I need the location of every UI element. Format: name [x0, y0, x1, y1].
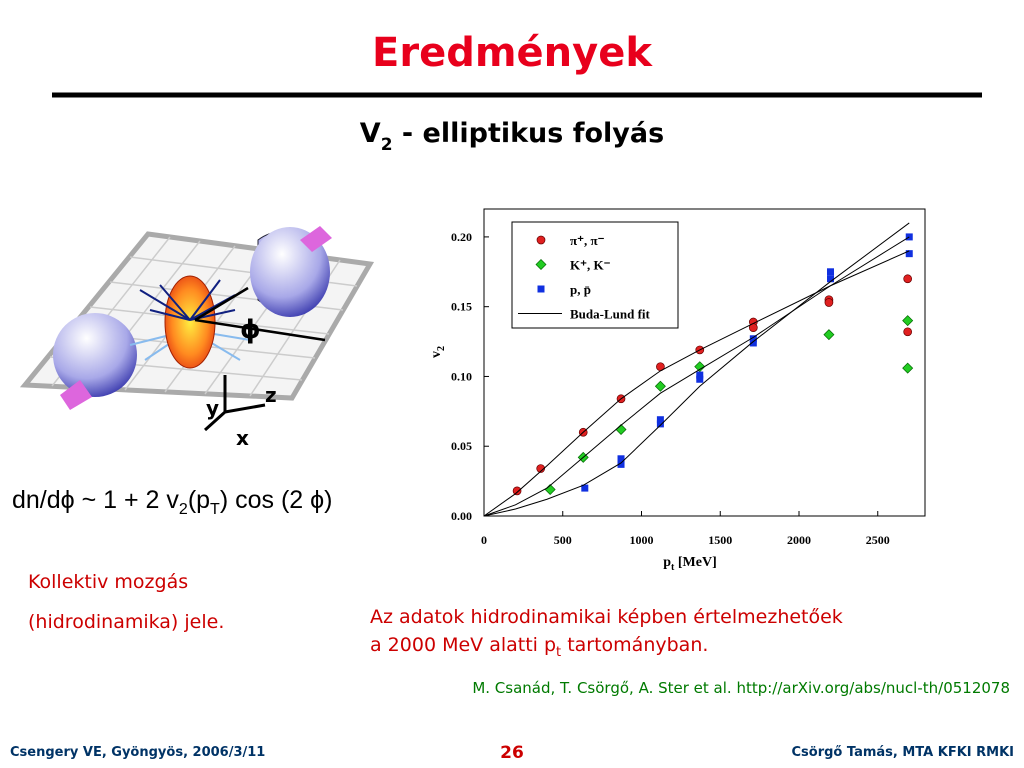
footer-right: Csörgő Tamás, MTA KFKI RMKI [792, 745, 1015, 760]
x-tick-label: 2500 [866, 533, 890, 547]
y-tick-label: 0.05 [451, 439, 472, 453]
right-note-sub: t [556, 645, 561, 660]
right-note: Az adatok hidrodinamikai képben értelmez… [370, 606, 843, 628]
x-tick-label: 1500 [708, 533, 732, 547]
marker [902, 315, 914, 327]
marker [902, 362, 914, 374]
axis-z: z [265, 383, 277, 407]
x-axis-label: pt [MeV] [663, 555, 717, 573]
page-number: 26 [500, 743, 524, 763]
footer-left: Csengery VE, Gyöngyös, 2006/3/11 [10, 745, 265, 760]
x-label-text: p [663, 555, 671, 570]
marker [903, 327, 913, 337]
formula-sub: T [210, 501, 220, 518]
phi-label: ϕ [240, 315, 261, 345]
chart: v2 pt [MeV] 0 500 1000 1500 2000 2500 0.00 0.05… [429, 208, 926, 573]
marker [827, 275, 834, 283]
left-note: (hidrodinamika) jele. [28, 611, 224, 633]
marker [749, 335, 757, 343]
legend-marker [535, 259, 547, 270]
marker [905, 250, 913, 258]
y-label-sub: 2 [436, 346, 447, 351]
x-label-sub: t [671, 562, 675, 573]
marker [536, 464, 546, 473]
right-note-text: tartományban. [561, 634, 708, 656]
marker [749, 339, 757, 347]
x-tick-label: 1000 [630, 533, 654, 547]
y-tick-label: 0.00 [451, 509, 472, 523]
marker [617, 455, 625, 463]
slide-title: Eredmények [372, 30, 653, 76]
subtitle-sub: 2 [381, 135, 393, 155]
marker [615, 423, 627, 435]
marker [656, 420, 664, 428]
y-tick-label: 0.15 [451, 300, 472, 314]
legend-label: p, p̄ [570, 282, 591, 297]
legend-marker [536, 235, 546, 245]
marker [656, 416, 664, 424]
plot-frame [483, 208, 926, 517]
fit-curve [483, 250, 910, 517]
subtitle: V2 - elliptikus folyás [360, 118, 664, 155]
marker [581, 484, 589, 492]
marker [824, 298, 834, 307]
formula-part: dn/dϕ ~ 1 + 2 v [12, 486, 179, 514]
legend-label: Buda-Lund fit [570, 307, 651, 322]
formula-part: (p [188, 486, 210, 514]
right-note: a 2000 MeV alatti pt tartományban. [370, 634, 708, 660]
subtitle-text: - elliptikus folyás [393, 118, 665, 149]
marker [654, 380, 666, 392]
axis-x: x [236, 426, 249, 450]
y-axis-label: v2 [429, 346, 447, 358]
marker [694, 361, 706, 373]
subtitle-text: V [360, 118, 381, 149]
diagram: ϕ z y x [19, 226, 375, 450]
right-note-text: a 2000 MeV alatti p [370, 634, 556, 656]
legend-label: K⁺, K⁻ [570, 258, 611, 273]
x-tick-label: 500 [554, 533, 572, 547]
fit-curve [483, 222, 910, 517]
marker [696, 371, 704, 379]
axis-y: y [206, 396, 219, 420]
legend-marker [537, 285, 545, 293]
marker [696, 375, 704, 383]
reference: M. Csanád, T. Csörgő, A. Ster et al. htt… [472, 679, 1010, 697]
legend-label: π⁺, π⁻ [570, 233, 605, 248]
marker [617, 460, 625, 468]
marker [827, 268, 834, 276]
left-note: Kollektiv mozgás [28, 571, 188, 593]
y-tick-label: 0.10 [451, 369, 472, 383]
x-tick-label: 2000 [787, 533, 811, 547]
legend-box [511, 221, 679, 329]
y-label-text: v [429, 351, 444, 358]
x-tick-label: 0 [481, 533, 487, 547]
marker [823, 329, 835, 341]
x-label-text: [MeV] [674, 555, 716, 570]
formula-part: ) cos (2 ϕ) [220, 486, 333, 514]
marker [512, 486, 522, 496]
y-tick-label: 0.20 [451, 230, 472, 244]
marker [903, 274, 913, 284]
formula-sub: 2 [179, 501, 188, 518]
formula: dn/dϕ ~ 1 + 2 v2(pT) cos (2 ϕ) [12, 486, 332, 518]
